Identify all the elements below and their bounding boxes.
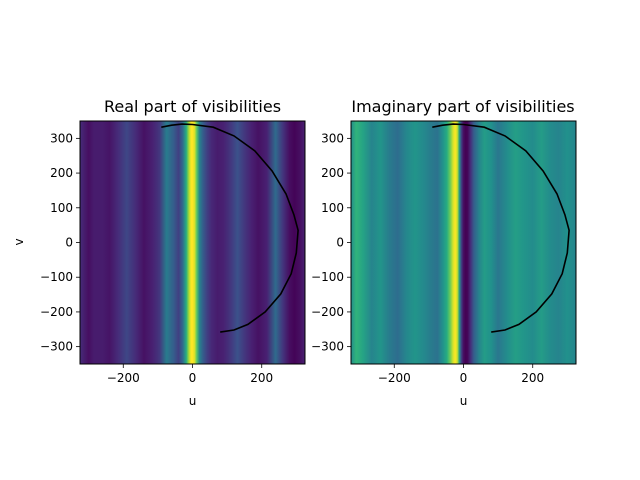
y-tick-label: 200 [50,166,73,180]
y-tick-label: 0 [336,236,344,250]
y-tick-label: −300 [40,340,73,354]
y-tick-label: 200 [321,166,344,180]
x-tick-label: 0 [189,371,197,385]
real-part-subplot: Real part of visibilities −200 0 200 −300−… [12,97,306,408]
imaginary-part-title: Imaginary part of visibilities [351,97,574,116]
real-part-x-label: u [189,394,197,408]
real-part-x-ticks: −200 0 200 [107,364,273,385]
imaginary-part-arc-curve [432,123,570,333]
real-part-title: Real part of visibilities [104,97,281,116]
real-part-heatmap-area [79,120,306,365]
x-tick-label: 0 [460,371,468,385]
real-part-y-label: v [12,238,26,245]
y-tick-label: 300 [321,131,344,145]
y-tick-label: −100 [311,270,344,284]
imaginary-part-heatmap-area [350,120,577,365]
real-part-arc-curve [161,123,299,333]
x-tick-label: 200 [521,371,544,385]
y-tick-label: −200 [311,305,344,319]
imaginary-part-y-ticks: −300 −200 −100 0 100 200 300 [311,131,351,354]
y-tick-label: −200 [40,305,73,319]
real-part-y-ticks: −300 −200 −100 0 100 200 300 [40,131,80,354]
y-tick-label: 0 [65,236,73,250]
y-tick-label: −100 [40,270,73,284]
y-tick-label: 100 [321,201,344,215]
y-tick-label: −300 [311,340,344,354]
imaginary-part-subplot: Imaginary part of visibilities −200 0 200 … [311,97,577,408]
real-part-heatmap [80,121,305,364]
imaginary-part-x-label: u [460,394,468,408]
x-tick-label: −200 [378,371,411,385]
x-tick-label: 200 [250,371,273,385]
y-tick-label: 300 [50,131,73,145]
imaginary-part-x-ticks: −200 0 200 [378,364,544,385]
y-tick-label: 100 [50,201,73,215]
x-tick-label: −200 [107,371,140,385]
imaginary-part-heatmap [351,121,576,364]
